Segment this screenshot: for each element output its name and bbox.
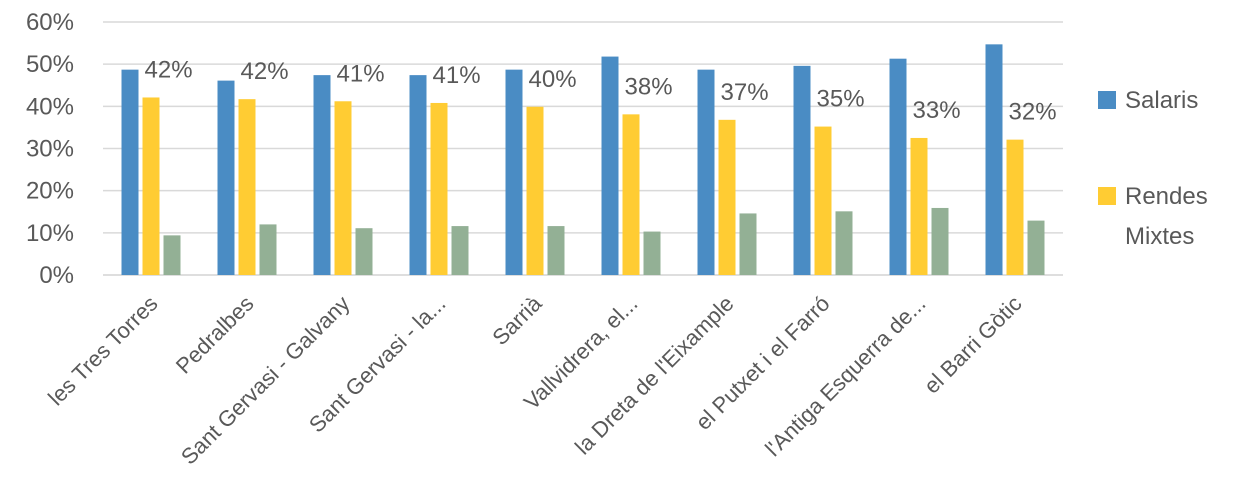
- x-category-label: el Barri Gòtic: [919, 291, 1027, 399]
- bar-series-1-8: [910, 137, 928, 275]
- data-label: 33%: [913, 97, 961, 124]
- bar-series-1-4: [526, 106, 544, 275]
- bar-series-0-0: [121, 69, 139, 275]
- data-label: 40%: [529, 66, 577, 93]
- y-tick-label: 40%: [26, 93, 74, 120]
- y-tick-label: 30%: [26, 136, 74, 163]
- bar-series-1-6: [718, 119, 736, 276]
- y-tick-label: 10%: [26, 220, 74, 247]
- x-category-label: l'Antiga Esquerra de...: [760, 291, 930, 461]
- bar-series-0-5: [601, 56, 619, 276]
- bar-series-2-3: [451, 226, 469, 275]
- data-label: 38%: [625, 73, 673, 100]
- x-category-label: Sarrià: [487, 290, 547, 350]
- bar-series-2-9: [1027, 220, 1045, 275]
- bar-series-0-7: [793, 65, 811, 275]
- bar-series-2-4: [547, 226, 565, 275]
- bar-series-0-1: [217, 80, 235, 275]
- bar-series: [121, 44, 1045, 276]
- bar-series-1-2: [334, 101, 352, 275]
- bar-series-2-7: [835, 211, 853, 275]
- bar-series-0-8: [889, 58, 907, 276]
- data-label: 41%: [337, 60, 385, 87]
- bar-series-0-3: [409, 75, 427, 275]
- bar-series-1-9: [1006, 139, 1024, 275]
- x-category-label: les Tres Torres: [43, 291, 162, 410]
- bar-series-0-6: [697, 69, 715, 275]
- bar-series-0-9: [985, 44, 1003, 276]
- bar-series-1-5: [622, 114, 640, 275]
- legend-label: Salaris: [1125, 87, 1198, 114]
- data-labels: 42% 42% 41% 41% 40% 38% 37% 35% 33% 32%: [145, 56, 1057, 125]
- bar-series-0-4: [505, 69, 523, 275]
- bar-series-2-6: [739, 213, 757, 275]
- bar-series-2-2: [355, 228, 373, 275]
- y-tick-label: 50%: [26, 51, 74, 78]
- bar-series-2-5: [643, 231, 661, 275]
- bar-series-2-0: [163, 235, 181, 275]
- bar-series-2-1: [259, 224, 277, 275]
- legend-swatch: [1098, 187, 1116, 205]
- y-tick-label: 0%: [39, 262, 74, 289]
- y-axis-tick-labels: 0% 10% 20% 30% 40% 50% 60%: [26, 9, 74, 289]
- data-label: 41%: [433, 62, 481, 89]
- bar-series-1-3: [430, 102, 448, 276]
- x-category-label: la Dreta de l'Eixample: [570, 291, 739, 460]
- legend-label: Mixtes: [1125, 223, 1194, 250]
- x-category-label: Sant Gervasi - Galvany: [176, 291, 355, 470]
- legend-swatch: [1098, 91, 1116, 109]
- x-category-label: Pedralbes: [171, 291, 259, 379]
- data-label: 42%: [241, 58, 289, 85]
- legend-label: Rendes: [1125, 183, 1208, 210]
- data-label: 32%: [1009, 99, 1057, 126]
- bar-series-1-7: [814, 126, 832, 275]
- bar-series-1-0: [142, 97, 160, 275]
- data-label: 42%: [145, 56, 193, 83]
- data-label: 37%: [721, 79, 769, 106]
- bar-series-0-2: [313, 75, 331, 275]
- data-label: 35%: [817, 86, 865, 113]
- bar-series-1-1: [238, 99, 256, 275]
- y-tick-label: 60%: [26, 9, 74, 36]
- y-tick-label: 20%: [26, 178, 74, 205]
- bar-series-2-8: [931, 207, 949, 275]
- legend: Salaris Rendes Mixtes: [1098, 87, 1208, 250]
